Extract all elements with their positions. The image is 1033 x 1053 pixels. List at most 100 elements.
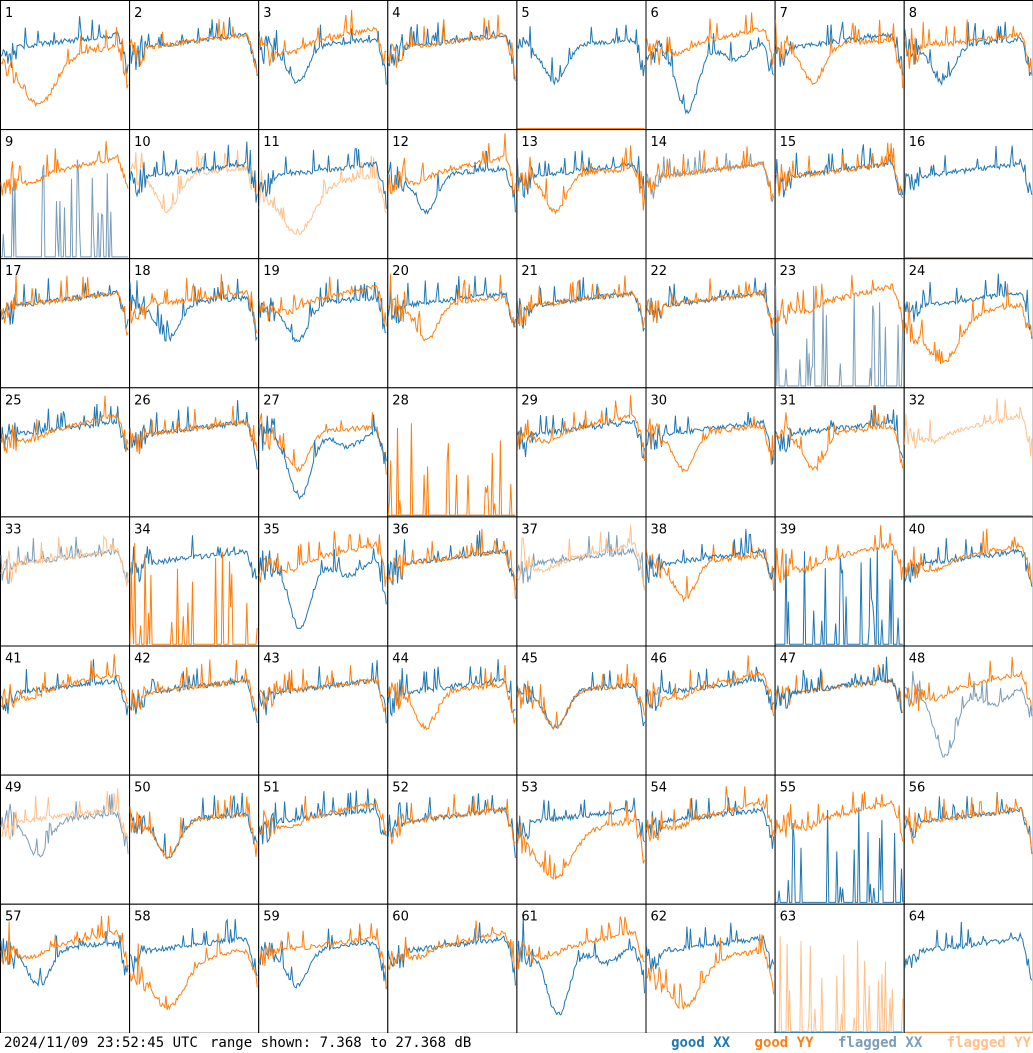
panel-frame (387, 903, 518, 1033)
yy-series (904, 656, 1033, 712)
panel-label: 32 (909, 393, 926, 408)
panel-label: 20 (392, 264, 409, 279)
yy-series (516, 275, 645, 328)
panel-24: 24 (903, 258, 1033, 389)
xx-series (129, 535, 258, 583)
xx-series (258, 548, 387, 629)
xx-series (258, 414, 387, 500)
yy-series (387, 14, 516, 82)
panel-label: 48 (909, 652, 926, 667)
panel-frame (774, 129, 905, 260)
xx-series (387, 922, 516, 986)
yy-series (516, 663, 645, 731)
panel-label: 17 (5, 264, 22, 279)
panel-frame (645, 129, 776, 260)
yy-series (129, 150, 258, 213)
yy-series (646, 278, 775, 329)
panel-56: 56 (903, 774, 1033, 905)
panel-label: 45 (521, 652, 538, 667)
yy-series (904, 528, 1033, 584)
yy-series (904, 398, 1033, 457)
xx-series (0, 403, 129, 453)
panel-label: 10 (134, 135, 151, 150)
xx-series (775, 547, 903, 645)
panel-frame (258, 516, 389, 647)
panel-label: 18 (134, 264, 151, 279)
panel-62: 62 (645, 903, 776, 1033)
panel-55: 55 (774, 774, 905, 905)
xx-series (258, 788, 387, 845)
xx-series (258, 279, 387, 343)
panel-label: 38 (651, 522, 668, 537)
panel-label: 63 (780, 910, 797, 925)
panel-51: 51 (258, 774, 389, 905)
panel-8: 8 (903, 0, 1033, 131)
panel-47: 47 (774, 645, 905, 776)
xx-series (129, 918, 258, 977)
panel-label: 61 (521, 910, 538, 925)
panel-label: 25 (5, 393, 22, 408)
yy-series (516, 524, 645, 591)
yy-series (775, 19, 904, 89)
yy-series (129, 405, 258, 455)
panel-frame (258, 903, 389, 1033)
panel-label: 19 (263, 264, 280, 279)
yy-series (516, 916, 645, 970)
panel-26: 26 (129, 387, 260, 518)
panel-53: 53 (516, 774, 647, 905)
panel-label: 36 (392, 522, 409, 537)
panel-label: 13 (521, 135, 538, 150)
panel-frame (903, 0, 1033, 131)
panel-label: 12 (392, 135, 409, 150)
panel-label: 15 (780, 135, 797, 150)
panel-frame (774, 258, 905, 389)
panel-label: 39 (780, 522, 797, 537)
panel-frame (516, 387, 647, 518)
xx-series (258, 660, 387, 724)
xx-series (258, 927, 387, 990)
panel-frame (387, 645, 518, 776)
yy-series (258, 530, 387, 587)
panel-43: 43 (258, 645, 389, 776)
panel-label: 57 (5, 910, 22, 925)
panel-label: 33 (5, 522, 22, 537)
yy-series (646, 655, 775, 717)
panel-39: 39 (774, 516, 905, 647)
xx-series (646, 922, 775, 972)
panel-37: 37 (516, 516, 647, 647)
panel-label: 59 (263, 910, 280, 925)
panel-label: 50 (134, 781, 151, 796)
panel-54: 54 (645, 774, 776, 905)
panel-1: 1 (0, 0, 131, 131)
yy-series (0, 26, 129, 108)
yy-series (258, 665, 387, 713)
panel-23: 23 (774, 258, 905, 389)
panel-label: 6 (651, 6, 659, 21)
yy-series (517, 145, 645, 215)
panel-13: 13 (516, 129, 647, 260)
panel-label: 31 (780, 393, 797, 408)
panel-label: 55 (780, 781, 797, 796)
panel-label: 29 (521, 393, 538, 408)
yy-series (258, 9, 387, 66)
panel-10: 10 (129, 129, 260, 260)
panel-frame (516, 645, 647, 776)
panel-label: 27 (263, 393, 280, 408)
xx-series (904, 21, 1033, 86)
panel-14: 14 (645, 129, 776, 260)
panel-label: 58 (134, 910, 151, 925)
yy-series (0, 915, 129, 970)
panel-63: 63 (774, 903, 905, 1033)
yy-series (129, 19, 258, 74)
panel-35: 35 (258, 516, 389, 647)
panel-22: 22 (645, 258, 776, 389)
yy-series (387, 133, 516, 196)
yy-series (516, 395, 645, 462)
panel-label: 51 (263, 781, 280, 796)
panel-45: 45 (516, 645, 647, 776)
xx-series (0, 931, 129, 987)
panel-frame (645, 645, 776, 776)
panel-label: 56 (909, 781, 926, 796)
xx-series (904, 145, 1033, 195)
